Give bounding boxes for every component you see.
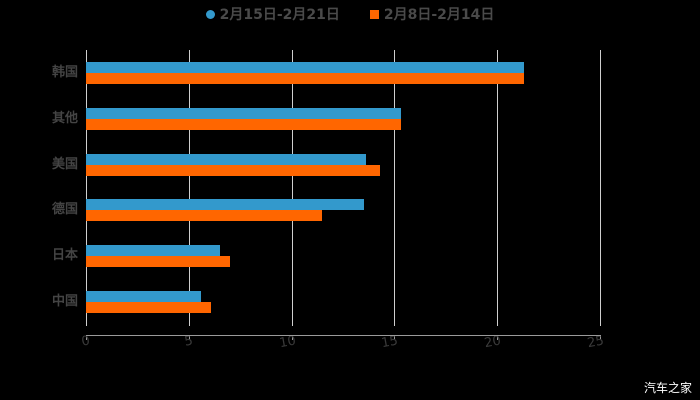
category-label: 韩国	[51, 65, 78, 80]
x-tick	[86, 335, 87, 340]
legend-circle-marker-icon	[205, 9, 215, 19]
x-tick	[292, 335, 293, 340]
bar-series-1[interactable]	[86, 199, 364, 210]
legend-item-series-1[interactable]: 2月15日-2月21日	[205, 4, 340, 24]
x-tick	[497, 335, 498, 340]
gridline	[394, 50, 395, 326]
bar-series-2[interactable]	[86, 73, 524, 84]
x-tick	[600, 335, 601, 340]
bar-series-1[interactable]	[86, 245, 220, 256]
bar-series-2[interactable]	[86, 210, 323, 221]
legend-item-series-2[interactable]: 2月8日-2月14日	[369, 4, 495, 24]
bar-series-2[interactable]	[86, 119, 401, 130]
category-label: 美国	[51, 157, 78, 172]
x-tick-label: 15	[380, 333, 400, 352]
bar-series-2[interactable]	[86, 302, 212, 313]
bar-series-1[interactable]	[86, 62, 524, 73]
category-label: 中国	[51, 294, 78, 309]
x-tick-label: 25	[586, 333, 606, 352]
chart-legend: 2月15日-2月21日 2月8日-2月14日	[0, 4, 700, 24]
gridline	[86, 50, 87, 326]
gridline	[497, 50, 498, 326]
x-tick	[189, 335, 190, 340]
x-tick	[394, 335, 395, 340]
x-axis-line	[86, 335, 601, 336]
bar-series-1[interactable]	[86, 291, 202, 302]
gridline	[600, 50, 601, 326]
bar-series-1[interactable]	[86, 108, 401, 119]
category-label: 其他	[51, 111, 78, 126]
x-tick-label: 10	[278, 333, 298, 352]
category-label: 日本	[51, 248, 78, 263]
bar-series-1[interactable]	[86, 154, 366, 165]
bar-series-2[interactable]	[86, 165, 380, 176]
legend-label: 2月8日-2月14日	[383, 7, 495, 23]
watermark: 汽车之家	[643, 381, 692, 395]
legend-label: 2月15日-2月21日	[219, 7, 340, 23]
x-tick-label: 0	[80, 333, 92, 350]
x-tick-label: 20	[483, 333, 503, 352]
gridline	[189, 50, 190, 326]
category-label: 德国	[51, 202, 78, 217]
gridline	[292, 50, 293, 326]
bar-series-2[interactable]	[86, 256, 230, 267]
x-tick-label: 5	[183, 333, 195, 350]
legend-square-marker-icon	[369, 9, 379, 19]
